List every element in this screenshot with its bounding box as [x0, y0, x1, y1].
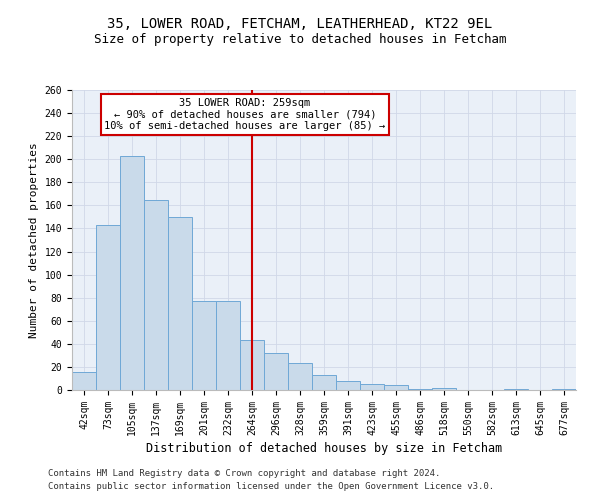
Text: Size of property relative to detached houses in Fetcham: Size of property relative to detached ho… [94, 32, 506, 46]
Bar [504, 389, 528, 390]
Text: Contains HM Land Registry data © Crown copyright and database right 2024.: Contains HM Land Registry data © Crown c… [48, 468, 440, 477]
Bar [240, 340, 264, 390]
Y-axis label: Number of detached properties: Number of detached properties [29, 142, 39, 338]
Bar [96, 225, 120, 390]
Bar [72, 372, 96, 390]
Bar [288, 364, 312, 390]
X-axis label: Distribution of detached houses by size in Fetcham: Distribution of detached houses by size … [146, 442, 502, 455]
Bar [216, 301, 240, 390]
Bar [312, 375, 336, 390]
Bar [552, 389, 576, 390]
Bar [360, 384, 384, 390]
Bar [192, 301, 216, 390]
Bar [120, 156, 144, 390]
Bar [264, 353, 288, 390]
Bar [168, 217, 192, 390]
Bar [144, 200, 168, 390]
Bar [408, 389, 432, 390]
Bar [432, 388, 456, 390]
Bar [384, 386, 408, 390]
Text: 35, LOWER ROAD, FETCHAM, LEATHERHEAD, KT22 9EL: 35, LOWER ROAD, FETCHAM, LEATHERHEAD, KT… [107, 18, 493, 32]
Text: 35 LOWER ROAD: 259sqm
← 90% of detached houses are smaller (794)
10% of semi-det: 35 LOWER ROAD: 259sqm ← 90% of detached … [104, 98, 385, 132]
Bar [336, 381, 360, 390]
Text: Contains public sector information licensed under the Open Government Licence v3: Contains public sector information licen… [48, 482, 494, 491]
